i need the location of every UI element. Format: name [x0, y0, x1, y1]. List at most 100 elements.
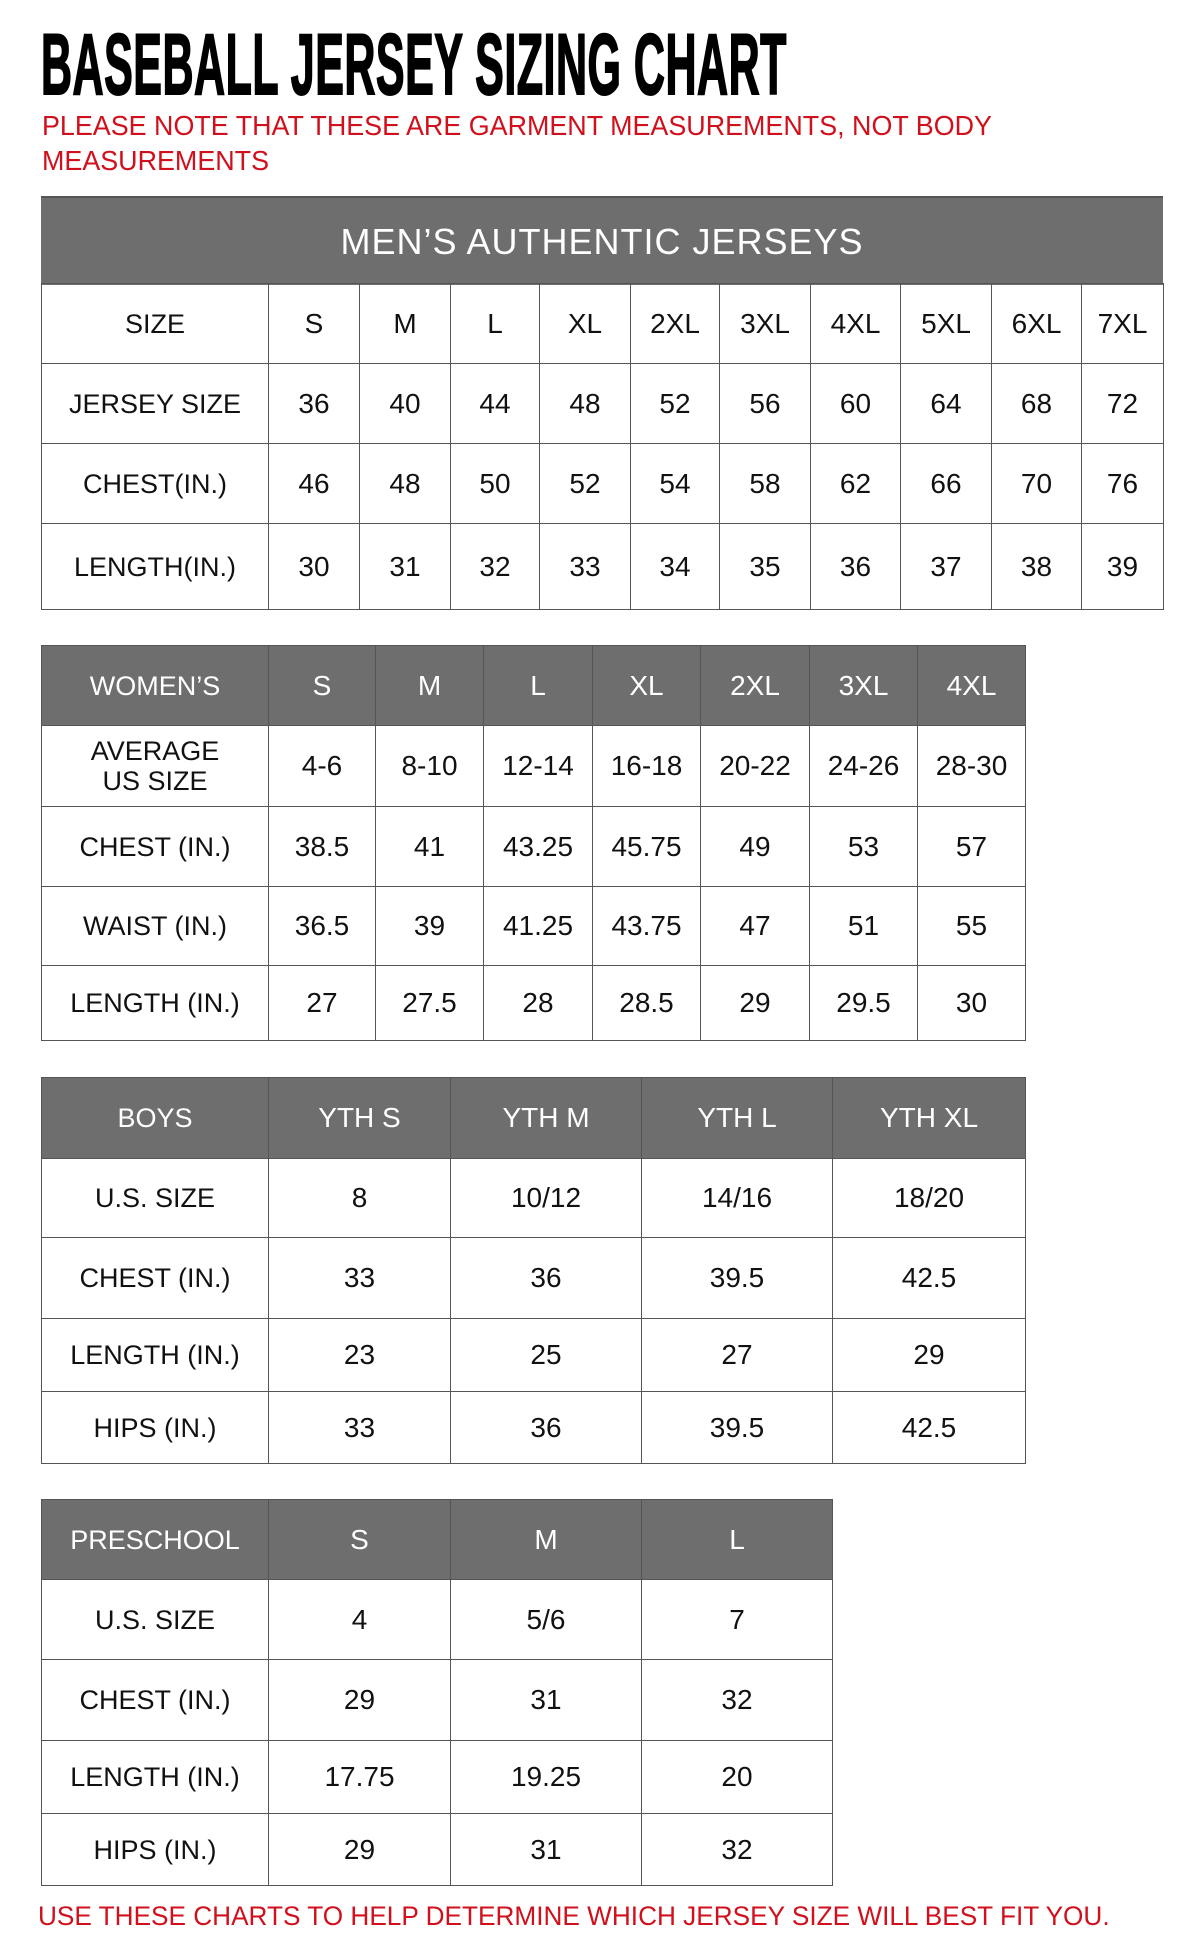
measurement-cell: 16-18 — [592, 725, 701, 807]
measurement-cell: 29 — [700, 965, 810, 1041]
size-header-cell: 5XL — [900, 283, 992, 364]
row-label: LENGTH (IN.) — [41, 1318, 269, 1392]
table-row: HIPS (IN.) 33 36 39.5 42.5 — [41, 1391, 1026, 1464]
table-row: CHEST (IN.) 33 36 39.5 42.5 — [41, 1237, 1026, 1319]
measurement-cell: 39.5 — [641, 1391, 833, 1464]
measurement-cell: 24-26 — [809, 725, 918, 807]
table-row: LENGTH (IN.) 17.75 19.25 20 — [41, 1740, 833, 1814]
row-label: HIPS (IN.) — [41, 1391, 269, 1464]
table-row: CHEST (IN.) 38.5 41 43.25 45.75 49 53 57 — [41, 806, 1026, 887]
footer-note: USE THESE CHARTS TO HELP DETERMINE WHICH… — [38, 1901, 1110, 1931]
table-row: JERSEY SIZE 36 40 44 48 52 56 60 64 68 72 — [41, 363, 1164, 444]
measurement-cell: 40 — [359, 363, 451, 444]
measurement-cell: 31 — [359, 523, 451, 610]
size-header-cell: 7XL — [1081, 283, 1164, 364]
measurement-cell: 32 — [450, 523, 540, 610]
measurement-cell: 29 — [268, 1659, 451, 1741]
measurement-cell: 48 — [539, 363, 631, 444]
measurement-cell: 4-6 — [268, 725, 376, 807]
measurement-cell: 49 — [700, 806, 810, 887]
size-header-cell: 4XL — [810, 283, 901, 364]
measurement-cell: 38.5 — [268, 806, 376, 887]
size-header-cell: 4XL — [917, 645, 1026, 726]
row-label: CHEST (IN.) — [41, 806, 269, 887]
row-label: CHEST (IN.) — [41, 1237, 269, 1319]
measurement-cell: 43.75 — [592, 886, 701, 966]
measurement-cell: 36 — [450, 1237, 642, 1319]
measurement-cell: 10/12 — [450, 1158, 642, 1238]
table-header-row: PRESCHOOL S M L — [41, 1499, 833, 1580]
table-category-header: WOMEN’S — [41, 645, 269, 726]
size-header-cell: L — [641, 1499, 833, 1580]
measurement-cell: 54 — [630, 443, 720, 524]
row-label: U.S. SIZE — [41, 1158, 269, 1238]
size-header-cell: YTH S — [268, 1077, 451, 1159]
measurement-cell: 51 — [809, 886, 918, 966]
row-label: WAIST (IN.) — [41, 886, 269, 966]
measurement-cell: 64 — [900, 363, 992, 444]
measurement-cell: 57 — [917, 806, 1026, 887]
measurement-cell: 44 — [450, 363, 540, 444]
measurement-cell: 20-22 — [700, 725, 810, 807]
row-label: U.S. SIZE — [41, 1579, 269, 1660]
measurement-cell: 62 — [810, 443, 901, 524]
size-header-cell: M — [359, 283, 451, 364]
size-header-cell: S — [268, 1499, 451, 1580]
measurement-cell: 70 — [991, 443, 1082, 524]
row-label: CHEST(IN.) — [41, 443, 269, 524]
measurement-cell: 25 — [450, 1318, 642, 1392]
measurement-cell: 50 — [450, 443, 540, 524]
measurement-cell: 56 — [719, 363, 811, 444]
measurement-cell: 35 — [719, 523, 811, 610]
measurement-cell: 36 — [450, 1391, 642, 1464]
measurement-cell: 23 — [268, 1318, 451, 1392]
size-header-cell: S — [268, 283, 360, 364]
size-header-cell: 3XL — [809, 645, 918, 726]
measurement-cell: 27.5 — [375, 965, 484, 1041]
table-row: LENGTH (IN.) 27 27.5 28 28.5 29 29.5 30 — [41, 965, 1026, 1041]
measurement-cell: 41.25 — [483, 886, 593, 966]
table-row: HIPS (IN.) 29 31 32 — [41, 1813, 833, 1886]
size-header-cell: YTH L — [641, 1077, 833, 1159]
table-row: WAIST (IN.) 36.5 39 41.25 43.75 47 51 55 — [41, 886, 1026, 966]
row-label: HIPS (IN.) — [41, 1813, 269, 1886]
measurement-cell: 39.5 — [641, 1237, 833, 1319]
row-label: JERSEY SIZE — [41, 363, 269, 444]
table-row: LENGTH(IN.) 30 31 32 33 34 35 36 37 38 39 — [41, 523, 1164, 610]
boys-size-table: BOYS YTH S YTH M YTH L YTH XL U.S. SIZE 8 10/12… — [41, 1077, 1026, 1464]
measurement-cell: 66 — [900, 443, 992, 524]
measurement-cell: 31 — [450, 1659, 642, 1741]
measurement-cell: 52 — [630, 363, 720, 444]
measurement-cell: 42.5 — [832, 1237, 1026, 1319]
measurement-cell: 37 — [900, 523, 992, 610]
measurement-cell: 28-30 — [917, 725, 1026, 807]
row-label: CHEST (IN.) — [41, 1659, 269, 1741]
measurement-cell: 55 — [917, 886, 1026, 966]
measurement-cell: 34 — [630, 523, 720, 610]
measurement-cell: 18/20 — [832, 1158, 1026, 1238]
measurement-cell: 39 — [1081, 523, 1164, 610]
measurement-cell: 29.5 — [809, 965, 918, 1041]
measurement-cell: 42.5 — [832, 1391, 1026, 1464]
measurement-cell: 8-10 — [375, 725, 484, 807]
measurement-cell: 7 — [641, 1579, 833, 1660]
measurement-cell: 8 — [268, 1158, 451, 1238]
mens-table-title: MEN’S AUTHENTIC JERSEYS — [41, 196, 1163, 285]
table-row: LENGTH (IN.) 23 25 27 29 — [41, 1318, 1026, 1392]
size-header-cell: L — [450, 283, 540, 364]
measurement-cell: 30 — [917, 965, 1026, 1041]
size-header-cell: 6XL — [991, 283, 1082, 364]
table-row: U.S. SIZE 8 10/12 14/16 18/20 — [41, 1158, 1026, 1238]
measurement-cell: 20 — [641, 1740, 833, 1814]
measurement-cell: 58 — [719, 443, 811, 524]
size-header-cell: 3XL — [719, 283, 811, 364]
size-header-cell: YTH XL — [832, 1077, 1026, 1159]
size-header-cell: XL — [539, 283, 631, 364]
measurement-cell: 43.25 — [483, 806, 593, 887]
table-row: AVERAGE US SIZE 4-6 8-10 12-14 16-18 20-22 24-… — [41, 725, 1026, 807]
row-label: LENGTH (IN.) — [41, 965, 269, 1041]
measurement-cell: 33 — [268, 1237, 451, 1319]
size-header-cell: 2XL — [700, 645, 810, 726]
row-label: AVERAGE US SIZE — [41, 725, 269, 807]
measurement-cell: 4 — [268, 1579, 451, 1660]
